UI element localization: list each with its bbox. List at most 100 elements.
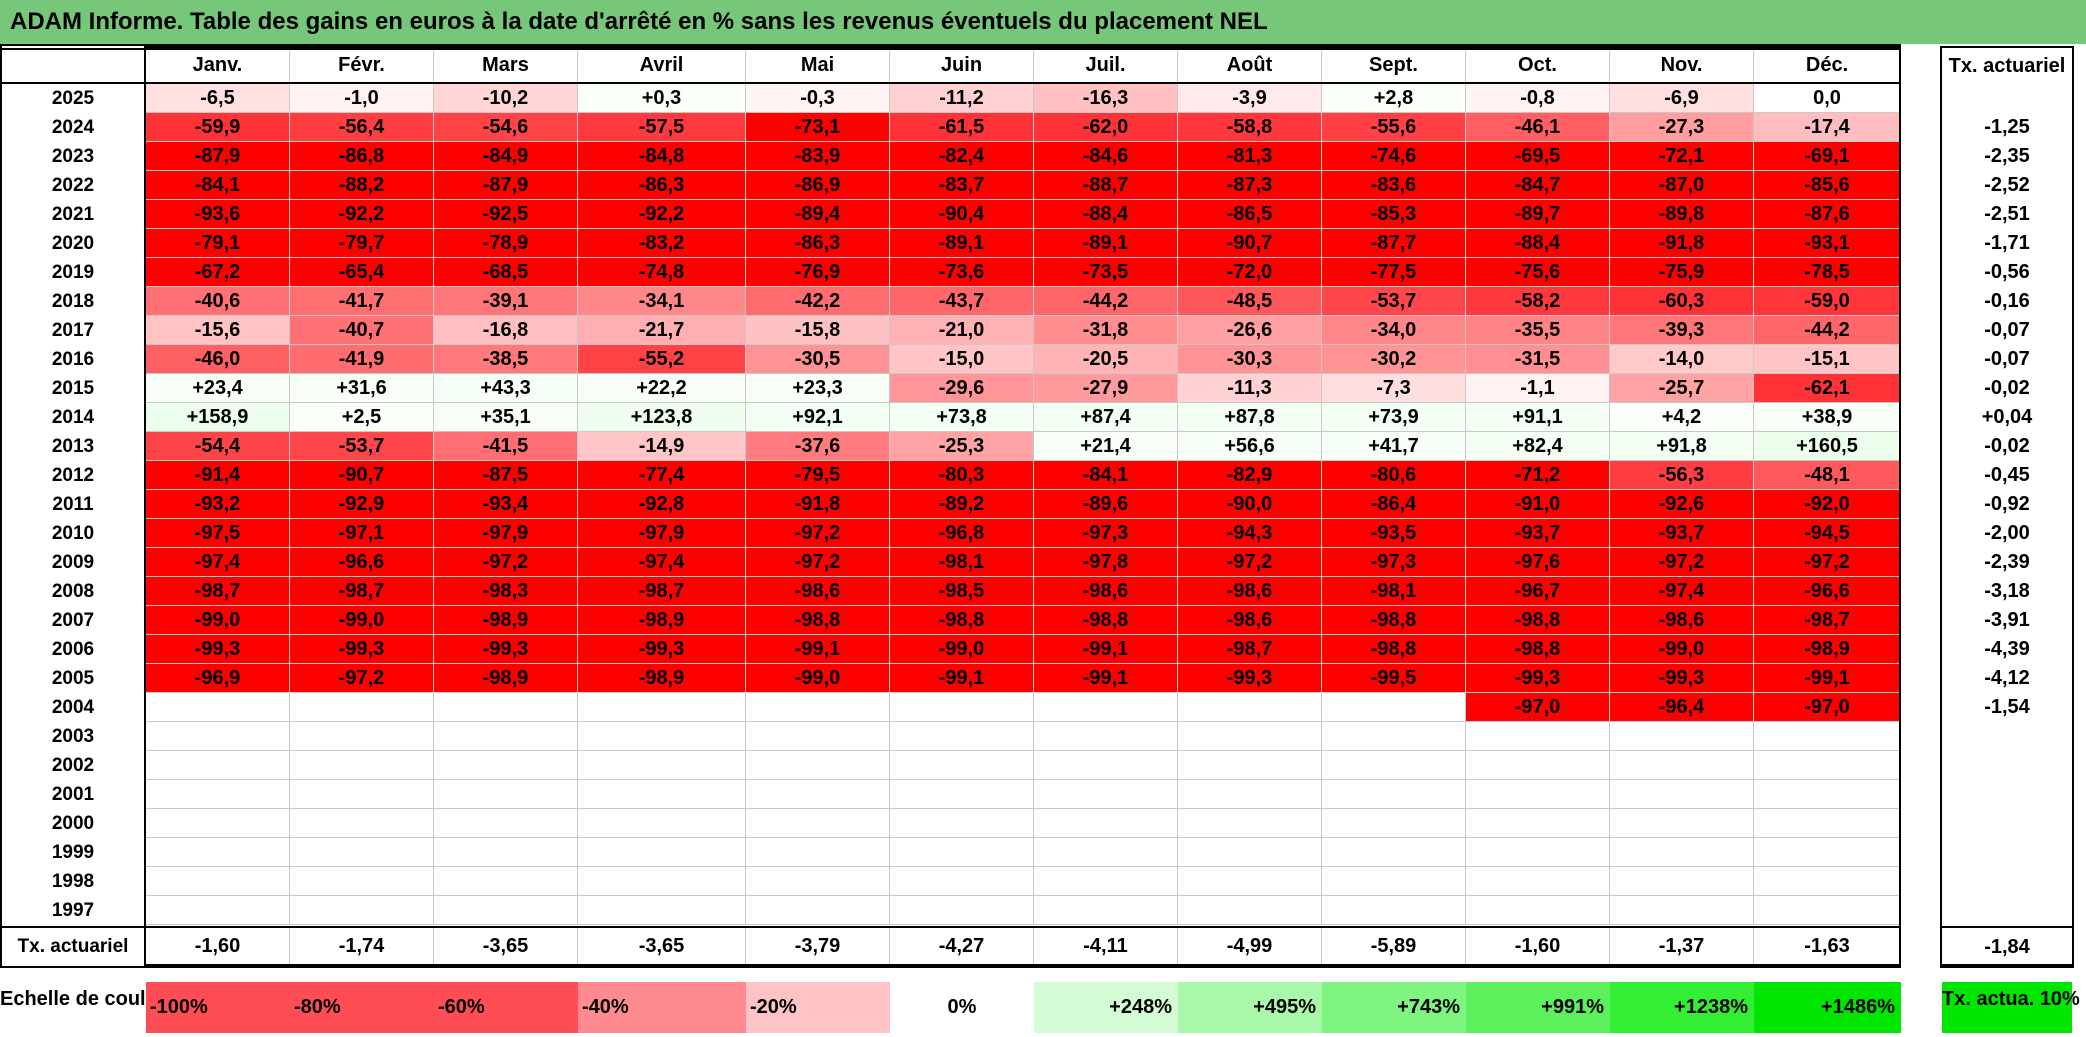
table-cell: -31,5 xyxy=(1466,345,1610,374)
table-cell xyxy=(290,867,434,896)
table-cell: -93,7 xyxy=(1466,519,1610,548)
table-cell: -98,8 xyxy=(890,606,1034,635)
table-cell: -89,4 xyxy=(746,200,890,229)
table-cell xyxy=(1178,722,1322,751)
annual-rate xyxy=(1940,896,2074,925)
annual-rate: -0,16 xyxy=(1984,290,2030,312)
table-cell: -1,1 xyxy=(1466,374,1610,403)
scale-swatch: -20% xyxy=(746,982,890,1033)
scale-swatch: +495% xyxy=(1178,982,1322,1033)
annual-rate: -0,92 xyxy=(1984,493,2030,515)
table-cell: -62,1 xyxy=(1754,374,1901,403)
table-cell: +41,7 xyxy=(1322,432,1466,461)
year-label: 2000 xyxy=(51,812,95,834)
table-cell: -97,2 xyxy=(434,548,578,577)
table-cell: -99,1 xyxy=(1754,664,1901,693)
year-label: 2017 xyxy=(51,319,95,341)
table-cell: -7,3 xyxy=(1322,374,1466,403)
annual-rate: -2,51 xyxy=(1984,203,2030,225)
table-cell: -96,6 xyxy=(290,548,434,577)
table-cell: -43,7 xyxy=(890,287,1034,316)
table-cell: +2,8 xyxy=(1322,84,1466,113)
table-cell: +158,9 xyxy=(146,403,290,432)
table-cell xyxy=(1610,867,1754,896)
table-cell: -97,4 xyxy=(146,548,290,577)
table-cell: -80,3 xyxy=(890,461,1034,490)
table-cell: -92,8 xyxy=(578,490,746,519)
table-cell: -38,5 xyxy=(434,345,578,374)
table-cell xyxy=(146,896,290,925)
table-cell: -76,9 xyxy=(746,258,890,287)
table-cell: -11,2 xyxy=(890,84,1034,113)
year-label: 2008 xyxy=(51,580,95,602)
table-cell: -84,8 xyxy=(578,142,746,171)
table-cell: -98,6 xyxy=(1610,606,1754,635)
annual-rate: -0,02 xyxy=(1984,435,2030,457)
table-cell: -34,0 xyxy=(1322,316,1466,345)
table-cell: -17,4 xyxy=(1754,113,1901,142)
table-cell xyxy=(746,693,890,722)
table-cell: -99,1 xyxy=(890,664,1034,693)
table-cell xyxy=(890,867,1034,896)
table-cell: -41,7 xyxy=(290,287,434,316)
table-cell: -97,9 xyxy=(434,519,578,548)
table-cell: -84,7 xyxy=(1466,171,1610,200)
annual-rate: -0,02 xyxy=(1984,377,2030,399)
table-cell: -89,1 xyxy=(1034,229,1178,258)
table-cell: -89,7 xyxy=(1466,200,1610,229)
table-cell: -97,2 xyxy=(290,664,434,693)
table-cell xyxy=(1754,838,1901,867)
year-label: 1998 xyxy=(51,870,95,892)
year-label: 2020 xyxy=(51,232,95,254)
annual-rate: -1,54 xyxy=(1984,696,2030,718)
table-cell xyxy=(1034,780,1178,809)
table-cell: -89,8 xyxy=(1610,200,1754,229)
table-cell: -11,3 xyxy=(1178,374,1322,403)
table-cell: -99,3 xyxy=(1178,664,1322,693)
table-cell: -98,9 xyxy=(434,664,578,693)
table-cell: -69,1 xyxy=(1754,142,1901,171)
table-cell: -84,1 xyxy=(1034,461,1178,490)
table-cell xyxy=(1322,896,1466,925)
table-cell: +31,6 xyxy=(290,374,434,403)
table-cell: -31,8 xyxy=(1034,316,1178,345)
table-cell: -58,8 xyxy=(1178,113,1322,142)
table-cell: -97,2 xyxy=(746,548,890,577)
table-cell: -87,9 xyxy=(434,171,578,200)
scale-swatch: +1486% xyxy=(1754,982,1901,1033)
table-cell xyxy=(1034,693,1178,722)
table-cell: -98,6 xyxy=(1178,606,1322,635)
table-cell: -34,1 xyxy=(578,287,746,316)
table-cell: -99,0 xyxy=(290,606,434,635)
table-cell: -93,1 xyxy=(1754,229,1901,258)
table-cell xyxy=(890,722,1034,751)
table-cell: -35,5 xyxy=(1466,316,1610,345)
year-label: 2010 xyxy=(51,522,95,544)
year-label: 1997 xyxy=(51,899,95,921)
table-cell xyxy=(578,809,746,838)
table-cell: -99,0 xyxy=(890,635,1034,664)
table-cell xyxy=(1034,722,1178,751)
table-cell xyxy=(1754,780,1901,809)
year-label: 2016 xyxy=(51,348,95,370)
annual-rate xyxy=(1940,867,2074,896)
table-cell: -86,3 xyxy=(578,171,746,200)
table-cell xyxy=(1466,780,1610,809)
table-cell: -97,4 xyxy=(1610,577,1754,606)
table-cell: -16,3 xyxy=(1034,84,1178,113)
annual-header: Tx. actuariel xyxy=(1940,48,2074,84)
table-cell: -78,5 xyxy=(1754,258,1901,287)
footer-rate: -3,65 xyxy=(578,928,746,966)
table-cell: -68,5 xyxy=(434,258,578,287)
annual-rate: -1,71 xyxy=(1984,232,2030,254)
year-label: 2023 xyxy=(51,145,95,167)
table-cell: -54,6 xyxy=(434,113,578,142)
table-cell xyxy=(1610,722,1754,751)
month-header: Juin xyxy=(890,48,1034,84)
table-cell: -25,3 xyxy=(890,432,1034,461)
annual-rate: -2,52 xyxy=(1984,174,2030,196)
table-cell xyxy=(890,896,1034,925)
annual-rate: -1,25 xyxy=(1984,116,2030,138)
table-cell: -29,6 xyxy=(890,374,1034,403)
month-header: Sept. xyxy=(1322,48,1466,84)
